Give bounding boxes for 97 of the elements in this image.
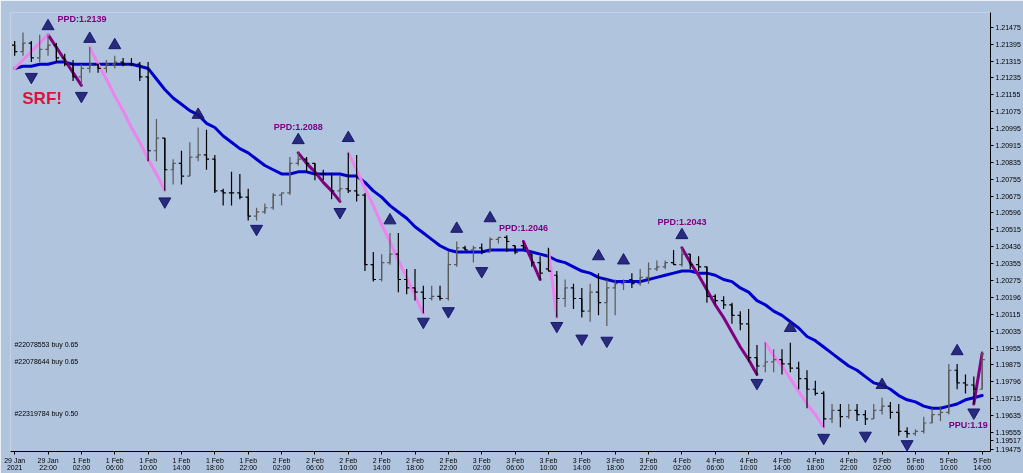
candlestick	[19, 31, 27, 57]
candlestick	[903, 426, 911, 439]
annotation: PPD:1.2088	[273, 122, 323, 133]
point	[41, 18, 55, 31]
candlestick	[553, 270, 561, 319]
annotation: PPD:1.2043	[657, 217, 707, 228]
candlestick	[44, 34, 52, 57]
point	[575, 334, 589, 347]
point	[675, 227, 689, 240]
point	[817, 433, 831, 446]
point	[483, 210, 497, 223]
point	[441, 307, 455, 319]
point	[592, 248, 605, 261]
candlestick	[586, 283, 594, 323]
point	[83, 31, 97, 43]
candlestick	[36, 34, 43, 63]
candlestick	[69, 59, 77, 82]
candlestick	[578, 287, 586, 319]
point	[416, 317, 430, 330]
candlestick	[336, 175, 344, 202]
annotation: SRF!	[22, 89, 62, 109]
candlestick	[161, 137, 169, 192]
candlestick	[178, 150, 185, 186]
candlestick	[787, 342, 794, 373]
candlestick	[795, 361, 802, 390]
point	[191, 107, 205, 119]
candlestick	[978, 350, 986, 390]
candlestick	[561, 278, 569, 308]
point	[967, 408, 981, 420]
candlestick	[361, 192, 369, 272]
candlestick	[119, 57, 127, 67]
annotation: PPD:1.2139	[57, 14, 107, 25]
point	[858, 431, 872, 444]
candlestick	[828, 403, 836, 424]
candlestick	[328, 173, 335, 200]
point	[550, 321, 564, 334]
annotation: PPU:1.19	[948, 420, 988, 431]
candlestick	[169, 158, 177, 186]
candlestick	[53, 42, 60, 63]
candlestick	[545, 247, 552, 272]
candlestick	[244, 188, 252, 221]
point	[600, 336, 614, 349]
candlestick	[186, 141, 194, 177]
candlestick	[778, 348, 786, 376]
point	[900, 440, 914, 452]
candlestick	[878, 397, 886, 416]
point	[750, 378, 764, 391]
candlestick	[453, 240, 460, 268]
candlestick	[678, 247, 686, 268]
point	[108, 37, 122, 50]
candlestick	[445, 251, 452, 302]
point	[383, 212, 397, 225]
candlestick	[395, 232, 402, 293]
candlestick	[153, 118, 160, 162]
point	[475, 267, 489, 279]
point	[450, 221, 464, 233]
candlestick	[411, 268, 419, 302]
point	[333, 207, 347, 220]
point	[250, 224, 264, 237]
candlestick	[370, 251, 377, 283]
candlestick	[645, 262, 652, 285]
candlestick	[386, 232, 394, 266]
candlestick	[194, 126, 202, 162]
candlestick	[144, 61, 152, 162]
candlestick	[895, 403, 903, 437]
candlestick	[286, 156, 294, 196]
candlestick	[236, 173, 244, 200]
annotation: PPD:1.2046	[498, 223, 548, 234]
candlestick	[536, 255, 544, 281]
candlestick	[970, 375, 978, 405]
candlestick	[945, 363, 953, 416]
candlestick	[628, 272, 636, 289]
candlestick	[745, 308, 752, 363]
point	[291, 132, 305, 145]
candlestick	[203, 129, 210, 171]
candlestick	[28, 40, 35, 63]
candlestick	[136, 61, 144, 82]
candlestick	[436, 285, 444, 302]
candlestick	[762, 342, 769, 373]
candlestick	[611, 278, 619, 316]
candlestick	[962, 373, 969, 395]
candlestick	[603, 278, 611, 327]
candlestick	[570, 283, 577, 310]
candlestick	[820, 390, 827, 428]
candlestick	[353, 154, 360, 202]
candlestick	[703, 266, 711, 304]
candlestick	[953, 363, 961, 390]
point	[341, 130, 355, 143]
candlestick	[653, 259, 661, 272]
candlestick	[753, 344, 761, 376]
candlestick	[728, 302, 736, 325]
candlestick	[211, 154, 219, 194]
candlestick	[378, 253, 385, 283]
point	[617, 253, 631, 265]
candlestick	[803, 369, 811, 409]
candlestick	[228, 171, 235, 207]
candlestick	[853, 403, 861, 422]
